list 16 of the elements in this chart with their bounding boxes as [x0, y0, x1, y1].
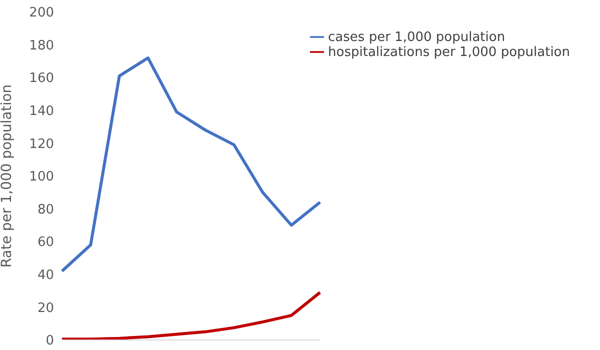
legend-label: hospitalizations per 1,000 population — [328, 45, 570, 60]
y-tick-label: 100 — [29, 170, 54, 185]
y-tick-label: 140 — [29, 104, 54, 120]
line-series — [60, 290, 322, 340]
y-tick-label: 0 — [46, 334, 54, 349]
y-tick-label: 60 — [37, 235, 54, 250]
y-tick-label: 80 — [37, 202, 54, 218]
legend-label: cases per 1,000 population — [328, 30, 506, 45]
y-tick-label: 20 — [37, 300, 54, 316]
line-series — [60, 56, 322, 273]
y-tick-label: 160 — [29, 71, 54, 86]
y-tick-label: 180 — [29, 38, 54, 54]
y-tick-label: 120 — [29, 136, 54, 152]
y-tick-label: 200 — [29, 6, 54, 21]
y-axis-title: Rate per 1,000 population — [0, 84, 15, 268]
y-tick-label: 40 — [37, 268, 54, 284]
